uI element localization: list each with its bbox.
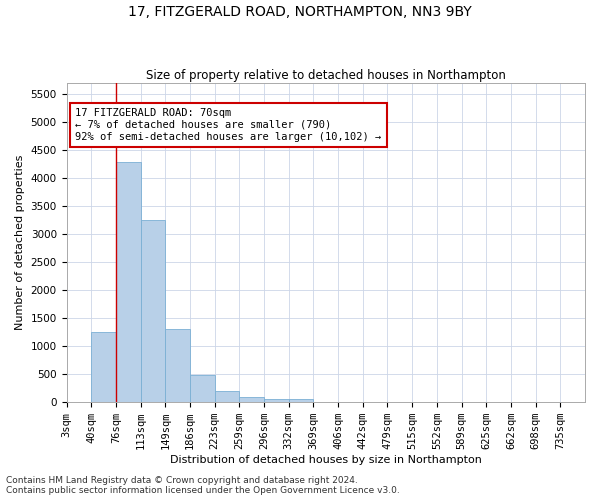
Bar xyxy=(289,400,313,402)
Bar xyxy=(165,330,190,402)
Bar xyxy=(190,376,215,402)
Title: Size of property relative to detached houses in Northampton: Size of property relative to detached ho… xyxy=(146,69,506,82)
Y-axis label: Number of detached properties: Number of detached properties xyxy=(15,155,25,330)
Bar xyxy=(91,332,116,402)
Bar xyxy=(239,396,264,402)
Bar xyxy=(215,391,239,402)
Text: Contains HM Land Registry data © Crown copyright and database right 2024.
Contai: Contains HM Land Registry data © Crown c… xyxy=(6,476,400,495)
X-axis label: Distribution of detached houses by size in Northampton: Distribution of detached houses by size … xyxy=(170,455,482,465)
Bar xyxy=(140,220,165,402)
Text: 17 FITZGERALD ROAD: 70sqm
← 7% of detached houses are smaller (790)
92% of semi-: 17 FITZGERALD ROAD: 70sqm ← 7% of detach… xyxy=(75,108,382,142)
Bar xyxy=(264,399,289,402)
Bar xyxy=(116,162,140,402)
Text: 17, FITZGERALD ROAD, NORTHAMPTON, NN3 9BY: 17, FITZGERALD ROAD, NORTHAMPTON, NN3 9B… xyxy=(128,5,472,19)
